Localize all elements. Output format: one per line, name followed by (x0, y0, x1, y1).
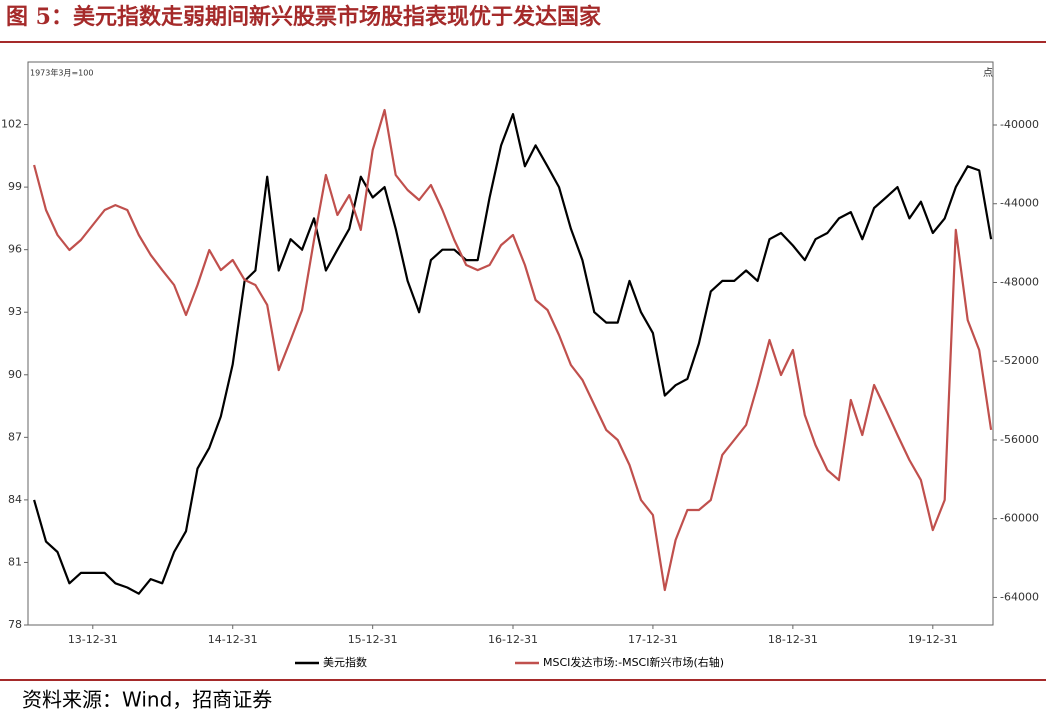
x-tick-label: 18-12-31 (768, 633, 818, 646)
left-axis-label: 1973年3月=100 (30, 68, 93, 78)
y2-tick-label: -40000 (1000, 118, 1039, 131)
y-tick-label: 102 (1, 118, 22, 131)
y-tick-label: 99 (8, 180, 22, 193)
y-tick-label: 93 (8, 305, 22, 318)
x-tick-label: 15-12-31 (348, 633, 398, 646)
x-tick-label: 19-12-31 (908, 633, 958, 646)
legend-label: 美元指数 (323, 655, 367, 669)
y2-tick-label: -44000 (1000, 197, 1039, 210)
y-tick-label: 78 (8, 618, 22, 631)
x-tick-label: 14-12-31 (208, 633, 258, 646)
y-tick-label: 81 (8, 555, 22, 568)
legend-label: MSCI发达市场:-MSCI新兴市场(右轴) (543, 655, 724, 669)
y-tick-label: 96 (8, 243, 22, 256)
x-tick-label: 16-12-31 (488, 633, 538, 646)
plot-frame (27, 61, 994, 626)
chart-title: 图 5：美元指数走弱期间新兴股票市场股指表现优于发达国家 (6, 4, 602, 30)
y2-tick-label: -60000 (1000, 512, 1039, 525)
y-tick-label: 84 (8, 493, 22, 506)
y2-tick-label: -64000 (1000, 590, 1039, 603)
x-tick-label: 17-12-31 (628, 633, 678, 646)
series-line (33, 113, 993, 595)
right-axis-label: 点 (983, 67, 993, 79)
y-tick-label: 90 (8, 368, 22, 381)
source-note: 资料来源：Wind，招商证券 (22, 688, 272, 712)
y2-tick-label: -48000 (1000, 275, 1039, 288)
y-tick-label: 87 (8, 430, 22, 443)
x-tick-label: 13-12-31 (68, 633, 118, 646)
y2-tick-label: -56000 (1000, 433, 1039, 446)
series-line (33, 108, 993, 592)
y2-tick-label: -52000 (1000, 354, 1039, 367)
